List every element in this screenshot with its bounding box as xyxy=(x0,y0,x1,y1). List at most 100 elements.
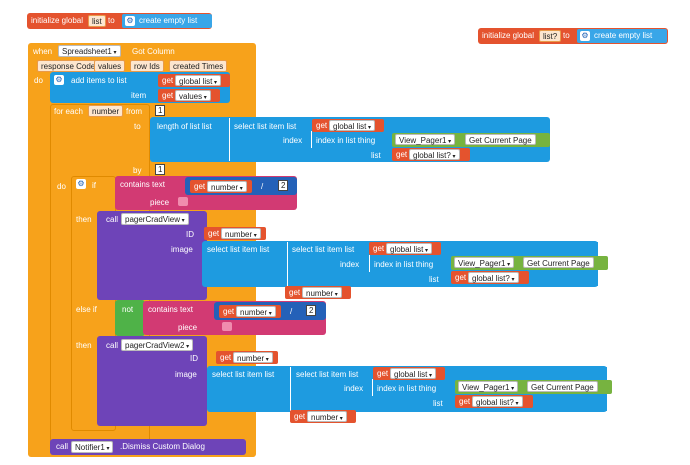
index-label: index xyxy=(283,136,303,145)
get-label: get xyxy=(194,182,206,191)
index-label: index xyxy=(257,290,277,299)
method-label: .Dismiss Custom Dialog xyxy=(120,442,205,451)
divide-symbol[interactable]: / xyxy=(290,307,293,316)
gear-icon[interactable]: ⚙ xyxy=(125,16,135,26)
call-label: call xyxy=(106,341,119,350)
piece-label: piece xyxy=(150,198,170,207)
index-label: index xyxy=(340,260,360,269)
component-dropdown[interactable]: View_Pager1 xyxy=(395,134,456,145)
var-dropdown[interactable]: number xyxy=(307,411,347,422)
not-label: not xyxy=(122,305,134,314)
init-var-name[interactable]: list xyxy=(88,15,106,27)
var-dropdown[interactable]: global list? xyxy=(468,272,519,283)
image-label: image xyxy=(171,245,193,254)
empty-text-block[interactable] xyxy=(178,197,188,206)
var-dropdown[interactable]: number xyxy=(221,228,261,239)
init-var-name[interactable]: list? xyxy=(539,30,562,42)
var-dropdown[interactable]: number xyxy=(233,352,273,363)
var-dropdown[interactable]: global list? xyxy=(409,149,460,160)
get-label: get xyxy=(223,307,235,316)
component-dropdown[interactable]: pagerCradView xyxy=(121,213,189,225)
event-component[interactable]: Spreadsheet1 xyxy=(58,45,121,57)
var-dropdown[interactable]: number xyxy=(236,306,276,317)
gear-icon[interactable]: ⚙ xyxy=(580,31,590,41)
add-items-label: add items to list xyxy=(71,76,127,85)
init-label: initialize global xyxy=(31,16,84,25)
get-number[interactable]: get number xyxy=(285,286,351,299)
list-label: list xyxy=(429,275,439,284)
get-global-list[interactable]: get global list xyxy=(158,74,230,87)
property-label: Get Current Page xyxy=(527,381,598,392)
not-block[interactable]: not xyxy=(115,300,145,336)
get-number[interactable]: get number xyxy=(190,180,252,193)
init-global-list2-block[interactable]: initialize global list? to ⚙ create empt… xyxy=(478,28,668,44)
view-pager-block[interactable]: View_Pager1 Get Current Page xyxy=(455,380,612,394)
loop-do: do xyxy=(57,182,66,191)
empty-text-block[interactable] xyxy=(222,322,232,331)
loop-var[interactable]: number xyxy=(88,105,124,117)
component-dropdown[interactable]: View_Pager1 xyxy=(458,381,519,392)
param-row-ids[interactable]: row Ids xyxy=(130,60,164,72)
init-to: to xyxy=(563,31,570,40)
get-number[interactable]: get number xyxy=(290,410,356,423)
component-dropdown[interactable]: View_Pager1 xyxy=(454,257,515,268)
get-global-list[interactable]: get global list xyxy=(369,242,441,255)
property-label: Get Current Page xyxy=(523,257,594,268)
get-number[interactable]: get number xyxy=(219,305,281,318)
view-pager-block[interactable]: View_Pager1 Get Current Page xyxy=(392,133,550,147)
list-label: list xyxy=(433,399,443,408)
var-dropdown[interactable]: values xyxy=(175,90,211,101)
var-dropdown[interactable]: global list xyxy=(175,75,222,86)
component-dropdown[interactable]: Notifier1 xyxy=(71,441,114,453)
contains-label: contains text xyxy=(120,180,165,189)
component-dropdown[interactable]: pagerCradView2 xyxy=(121,339,194,351)
divisor-value[interactable]: 2 xyxy=(306,305,317,316)
get-label: get xyxy=(396,150,408,159)
from-value[interactable]: 1 xyxy=(155,105,166,116)
param-response-code[interactable]: response Code xyxy=(37,60,100,72)
index-label: index xyxy=(344,384,364,393)
var-dropdown[interactable]: global list xyxy=(329,120,376,131)
init-global-list-block[interactable]: initialize global list to ⚙ create empty… xyxy=(27,13,212,29)
get-label: get xyxy=(455,273,467,282)
get-global-list2[interactable]: get global list? xyxy=(455,395,533,408)
call-notifier-block[interactable]: call Notifier1 .Dismiss Custom Dialog xyxy=(50,439,246,455)
gear-icon[interactable]: ⚙ xyxy=(76,179,86,189)
get-label: get xyxy=(377,369,389,378)
get-number[interactable]: get number xyxy=(216,351,278,364)
get-global-list[interactable]: get global list xyxy=(312,119,384,132)
get-global-list2[interactable]: get global list? xyxy=(392,148,470,161)
index-label: index xyxy=(261,414,281,423)
then-label: then xyxy=(76,215,92,224)
divide-symbol[interactable]: / xyxy=(261,182,264,191)
divisor-value[interactable]: 2 xyxy=(278,180,289,191)
from-label: from xyxy=(126,107,142,116)
get-label: get xyxy=(162,76,174,85)
else-if-label: else if xyxy=(76,305,97,314)
var-dropdown[interactable]: global list xyxy=(390,368,437,379)
get-values[interactable]: get values xyxy=(158,89,220,102)
then-label: then xyxy=(76,341,92,350)
get-global-list[interactable]: get global list xyxy=(373,367,445,380)
create-empty-list-block[interactable]: ⚙ create empty list xyxy=(122,14,212,28)
by-value[interactable]: 1 xyxy=(155,164,166,175)
var-dropdown[interactable]: number xyxy=(302,287,342,298)
view-pager-block[interactable]: View_Pager1 Get Current Page xyxy=(451,256,608,270)
select-label: select list item list xyxy=(296,370,359,379)
gear-icon[interactable]: ⚙ xyxy=(54,75,64,85)
param-values[interactable]: values xyxy=(94,60,126,72)
var-dropdown[interactable]: number xyxy=(207,181,247,192)
get-number[interactable]: get number xyxy=(204,227,266,240)
if-label: if xyxy=(92,181,96,190)
var-dropdown[interactable]: global list? xyxy=(472,396,523,407)
list-label: list xyxy=(371,151,381,160)
var-dropdown[interactable]: global list xyxy=(386,243,433,254)
param-created-times[interactable]: created Times xyxy=(169,60,228,72)
id-label: ID xyxy=(186,230,194,239)
select-label: select list item list xyxy=(212,370,275,379)
length-label: length of list list xyxy=(157,122,212,131)
get-label: get xyxy=(459,397,471,406)
get-global-list2[interactable]: get global list? xyxy=(451,271,529,284)
event-when: when xyxy=(33,47,53,56)
create-empty-list-block[interactable]: ⚙ create empty list xyxy=(577,29,667,43)
